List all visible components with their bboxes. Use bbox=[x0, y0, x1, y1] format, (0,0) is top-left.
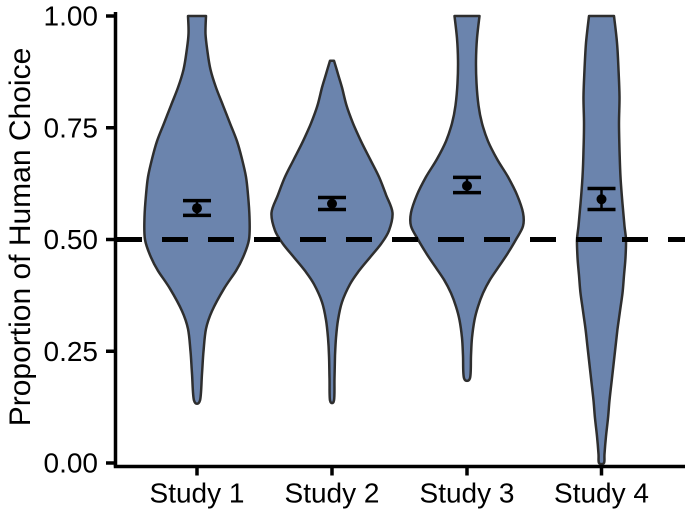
y-tick-labels: 1.00 0.75 0.50 0.25 0.00 bbox=[44, 1, 99, 479]
mean-point bbox=[192, 203, 202, 214]
mean-marker-study-1 bbox=[183, 198, 211, 218]
x-tick-labels: Study 1 Study 2 Study 3 Study 4 bbox=[150, 478, 649, 509]
violin-study-2 bbox=[270, 59, 394, 405]
x-tick-label-study-3: Study 3 bbox=[420, 478, 515, 509]
mean-point bbox=[327, 198, 337, 209]
x-tick-label-study-1: Study 1 bbox=[150, 478, 245, 509]
mean-marker-study-2 bbox=[318, 195, 346, 212]
mean-marker-study-3 bbox=[453, 175, 481, 195]
mean-point bbox=[462, 180, 472, 191]
y-tick-label: 0.25 bbox=[44, 336, 99, 367]
x-tick-label-study-2: Study 2 bbox=[285, 478, 380, 509]
markers-layer bbox=[183, 175, 616, 218]
y-tick-label: 1.00 bbox=[44, 1, 99, 32]
y-axis-title: Proportion of Human Choice bbox=[4, 48, 37, 427]
violin-study-3 bbox=[408, 14, 526, 383]
mean-point bbox=[596, 194, 607, 205]
y-tick-label: 0.00 bbox=[44, 448, 99, 479]
y-tick-label: 0.50 bbox=[44, 224, 99, 255]
y-tick-label: 0.75 bbox=[44, 112, 99, 143]
x-tick-label-study-4: Study 4 bbox=[554, 478, 649, 509]
mean-marker-study-4 bbox=[587, 186, 616, 212]
axes bbox=[106, 12, 685, 476]
